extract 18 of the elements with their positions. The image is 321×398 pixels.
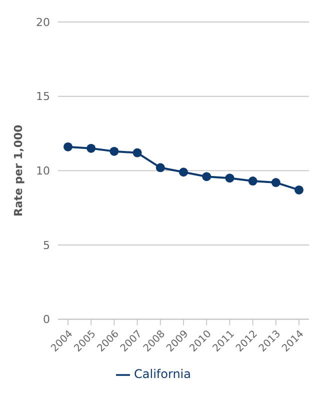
point (156, 163, 165, 172)
y-tick-label: 5 (43, 238, 50, 252)
point (248, 176, 258, 186)
y-tick-label: 0 (43, 313, 50, 326)
y-axis-title: Rate per 1,000 (12, 124, 25, 217)
point (179, 168, 188, 177)
legend-label: California (134, 367, 191, 382)
y-tick-label: 10 (36, 164, 50, 178)
point (64, 142, 72, 152)
point (86, 144, 96, 153)
point (202, 172, 212, 182)
point (132, 148, 142, 158)
point (294, 185, 304, 194)
point (225, 174, 234, 183)
y-tick-label: 20 (36, 16, 50, 29)
point (110, 146, 119, 156)
y-tick-label: 15 (36, 90, 50, 104)
point (271, 178, 280, 188)
